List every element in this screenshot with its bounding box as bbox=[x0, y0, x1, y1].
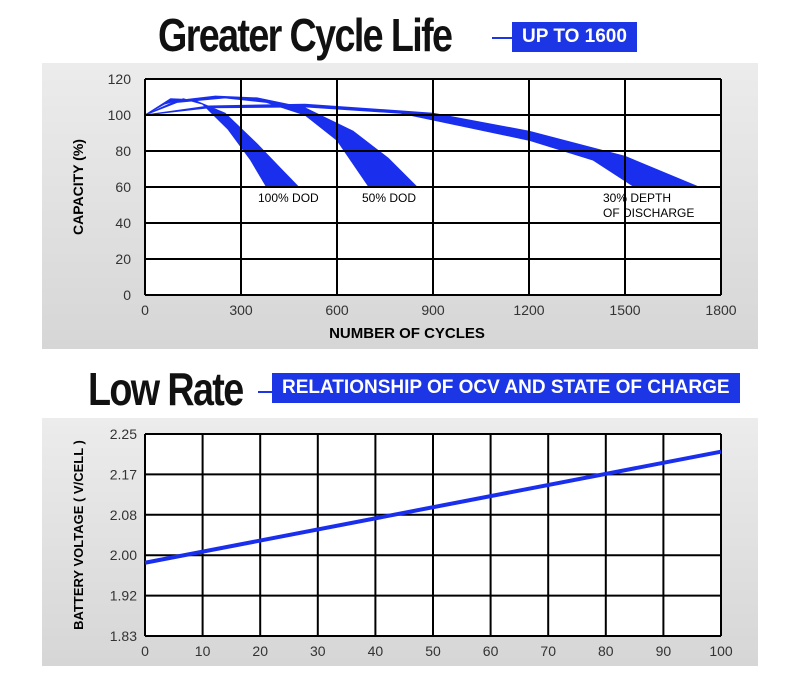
y-tick-label: 0 bbox=[123, 287, 131, 303]
y-tick-label: 40 bbox=[115, 215, 131, 231]
x-tick-label: 900 bbox=[421, 302, 445, 318]
y-tick-label: 2.17 bbox=[110, 466, 137, 482]
y-tick-label: 1.92 bbox=[110, 588, 137, 604]
x-tick-label: 300 bbox=[229, 302, 253, 318]
ocv-line bbox=[144, 449, 722, 565]
y-tick-label: 2.00 bbox=[110, 547, 137, 563]
series-label: OF DISCHARGE bbox=[603, 206, 694, 220]
y-tick-label: 80 bbox=[115, 143, 131, 159]
y-tick-label: 100 bbox=[108, 107, 132, 123]
x-axis-label: NUMBER OF CYCLES bbox=[329, 325, 485, 342]
y-tick-label: 60 bbox=[115, 179, 131, 195]
x-tick-label: 600 bbox=[325, 302, 349, 318]
x-tick-label: 0 bbox=[141, 302, 149, 318]
x-tick-label: 0 bbox=[141, 643, 149, 659]
title-cycle-life: Greater Cycle Life bbox=[158, 9, 453, 61]
y-tick-label: 120 bbox=[108, 71, 132, 87]
x-tick-label: 1200 bbox=[513, 302, 544, 318]
x-tick-label: 1500 bbox=[609, 302, 640, 318]
x-tick-label: 20 bbox=[252, 643, 268, 659]
x-tick-label: 40 bbox=[368, 643, 384, 659]
x-tick-label: 30 bbox=[310, 643, 326, 659]
badge-ocv: RELATIONSHIP OF OCV AND STATE OF CHARGE bbox=[272, 373, 740, 403]
x-tick-label: 90 bbox=[656, 643, 672, 659]
y-tick-label: 20 bbox=[115, 251, 131, 267]
x-tick-label: 60 bbox=[483, 643, 499, 659]
x-tick-label: 50 bbox=[425, 643, 441, 659]
y-axis-label: BATTERY VOLTAGE ( V/CELL ) bbox=[71, 440, 86, 630]
x-tick-label: 80 bbox=[598, 643, 614, 659]
x-tick-label: 10 bbox=[195, 643, 211, 659]
x-tick-label: 70 bbox=[540, 643, 556, 659]
y-axis-label: CAPACITY (%) bbox=[70, 139, 86, 235]
connector-line bbox=[492, 37, 514, 39]
badge-up-to: UP TO 1600 bbox=[512, 22, 637, 52]
y-tick-label: 2.08 bbox=[110, 507, 137, 523]
x-tick-label: 100 bbox=[709, 643, 733, 659]
title-low-rate: Low Rate bbox=[88, 363, 244, 415]
x-tick-label: 1800 bbox=[705, 302, 736, 318]
y-tick-label: 1.83 bbox=[110, 628, 137, 644]
series-label: 30% DEPTH bbox=[603, 191, 671, 205]
series-label: 50% DOD bbox=[362, 191, 416, 205]
series-label: 100% DOD bbox=[258, 191, 319, 205]
connector-line bbox=[258, 391, 276, 393]
y-tick-label: 2.25 bbox=[110, 426, 137, 442]
